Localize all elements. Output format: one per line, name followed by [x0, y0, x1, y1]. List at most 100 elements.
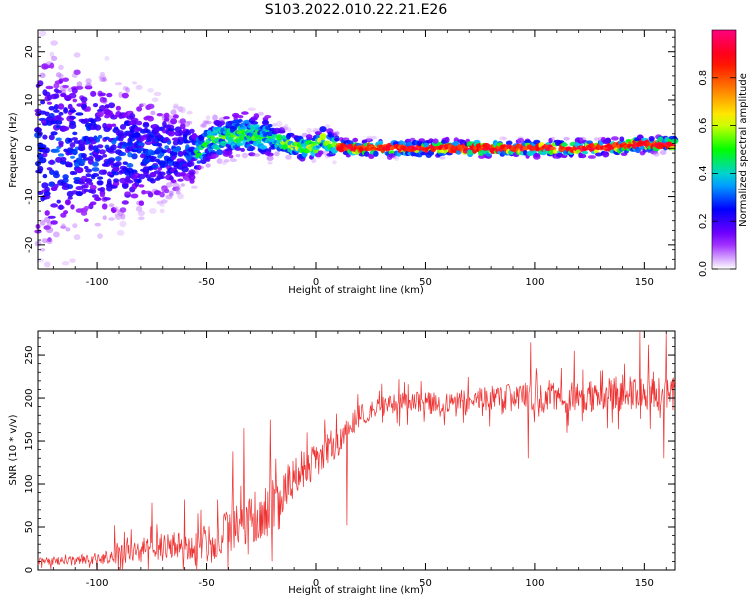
snr-panel: -100 -50 0 50 100 150 0 50 100 150 200 250 Height … — [8, 330, 676, 596]
spectrogram-cell — [60, 92, 67, 98]
spectrogram-cell — [252, 153, 261, 157]
spectrogram-cell — [322, 150, 328, 156]
spectrogram-cell — [42, 134, 48, 140]
colorbar-frame — [711, 29, 737, 270]
spectrogram-cell — [163, 112, 170, 119]
spectrogram-cell — [180, 183, 185, 187]
spectrogram-cell — [160, 161, 169, 168]
spectrogram-cell — [91, 173, 100, 177]
spectrogram-cell — [85, 82, 92, 89]
spectrogram-cell — [75, 112, 84, 116]
colorbar-tick-label: 0.4 — [698, 165, 709, 181]
spectrogram-cell — [548, 137, 553, 144]
spectrogram-cell — [48, 134, 55, 141]
spectrogram-cell — [264, 115, 272, 119]
spectrogram-cell — [46, 101, 53, 105]
spectrogram-cell — [432, 138, 439, 144]
spectrogram-x-ticks: -100 -50 0 50 100 150 — [52, 30, 667, 288]
spectrogram-cell — [194, 170, 199, 175]
spectrogram-cell — [156, 113, 163, 117]
spectrogram-cell — [149, 156, 157, 160]
snr-x-tick-label: 0 — [313, 578, 319, 589]
spectrogram-cell — [49, 169, 55, 176]
spectrogram-cell — [38, 157, 47, 164]
spectrogram-cell — [153, 190, 162, 196]
spectrogram-cell — [179, 118, 186, 125]
spectrogram-cell — [106, 92, 113, 98]
spectrogram-cell — [65, 227, 71, 232]
spectrogram-cell — [120, 213, 126, 220]
spectrogram-cell — [78, 143, 86, 149]
spectrogram-cell — [96, 155, 104, 160]
spectrogram-cell — [184, 120, 191, 127]
spectrogram-cell — [158, 171, 166, 177]
spectrogram-cell — [118, 91, 123, 99]
spectrogram-cell — [366, 135, 372, 142]
spectrogram-cell — [62, 174, 69, 180]
spectrogram-cell — [55, 72, 62, 78]
spectrogram-cell — [216, 158, 223, 165]
spectrogram-cell — [54, 183, 59, 189]
spectrogram-cell — [116, 229, 125, 236]
colorbar-tick-label: 0.0 — [698, 261, 709, 277]
spectrogram-cell — [284, 123, 289, 130]
spectrogram-cell — [83, 205, 89, 211]
spectrogram-cell — [196, 160, 202, 164]
spectrogram-cell — [110, 144, 117, 151]
spectrogram-cell — [111, 123, 117, 127]
spectrogram-cell — [311, 158, 317, 164]
spectrogram-cell — [122, 183, 129, 190]
spectrogram-cell — [144, 140, 152, 145]
spectrogram-cell — [236, 142, 244, 147]
spectrogram-cell — [267, 161, 273, 165]
spectrogram-cell — [150, 150, 156, 156]
spectrogram-cell — [205, 115, 211, 121]
spectrogram-cell — [44, 186, 50, 193]
spectrogram-cell — [280, 126, 288, 131]
spectrogram-cell — [549, 146, 557, 151]
spectrogram-cell — [80, 103, 88, 110]
spectrogram-cell — [53, 170, 59, 175]
spectrogram-cell — [58, 140, 64, 146]
spectrogram-cell — [196, 164, 202, 171]
colorbar: 0.0 0.2 0.4 0.6 0.8 Normalized spectral ampl… — [698, 29, 749, 277]
spectrogram-cell — [334, 137, 340, 142]
spectrogram-cell — [172, 186, 180, 192]
spectrogram-cell — [96, 111, 104, 118]
spectrogram-cell — [99, 105, 106, 111]
spectrogram-cell — [177, 106, 184, 113]
spectrogram-cell — [129, 113, 136, 119]
spectrogram-cell — [137, 173, 146, 180]
spectrogram-cell — [333, 131, 340, 135]
spectrogram-cell — [102, 97, 107, 103]
spectrogram-cell — [151, 97, 159, 102]
spectrogram-cell — [49, 62, 55, 69]
spectrogram-cell — [175, 185, 181, 190]
spectrogram-cell — [115, 213, 122, 220]
spectrogram-cell — [76, 81, 83, 88]
spectrogram-cell — [170, 151, 178, 156]
spectrogram-cell — [178, 129, 183, 136]
spectrogram-cell — [189, 128, 195, 134]
spectrogram-cell — [53, 82, 60, 89]
spectrogram-cell — [127, 152, 133, 158]
spectrogram-cell — [142, 122, 150, 128]
spectrogram-cell — [119, 124, 127, 130]
spectrogram-cell — [141, 102, 147, 107]
spectrogram-x-tick-label: 150 — [635, 277, 654, 288]
spectrogram-cell — [331, 132, 338, 136]
spectrogram-cell — [49, 51, 55, 58]
spectrogram-cell — [53, 109, 60, 113]
spectrogram-cell — [115, 105, 121, 111]
spectrogram-cell — [138, 216, 145, 221]
spectrogram-cell — [103, 197, 111, 201]
spectrogram-cell — [319, 133, 327, 140]
spectrogram-cell — [99, 71, 105, 77]
spectrogram-cell — [137, 210, 145, 217]
spectrogram-cell — [276, 120, 283, 127]
spectrogram-cell — [505, 140, 513, 146]
spectrogram-cell — [121, 92, 129, 99]
spectrogram-cell — [234, 147, 242, 151]
spectrogram-cell — [98, 149, 106, 155]
spectrogram-cell — [111, 207, 117, 214]
